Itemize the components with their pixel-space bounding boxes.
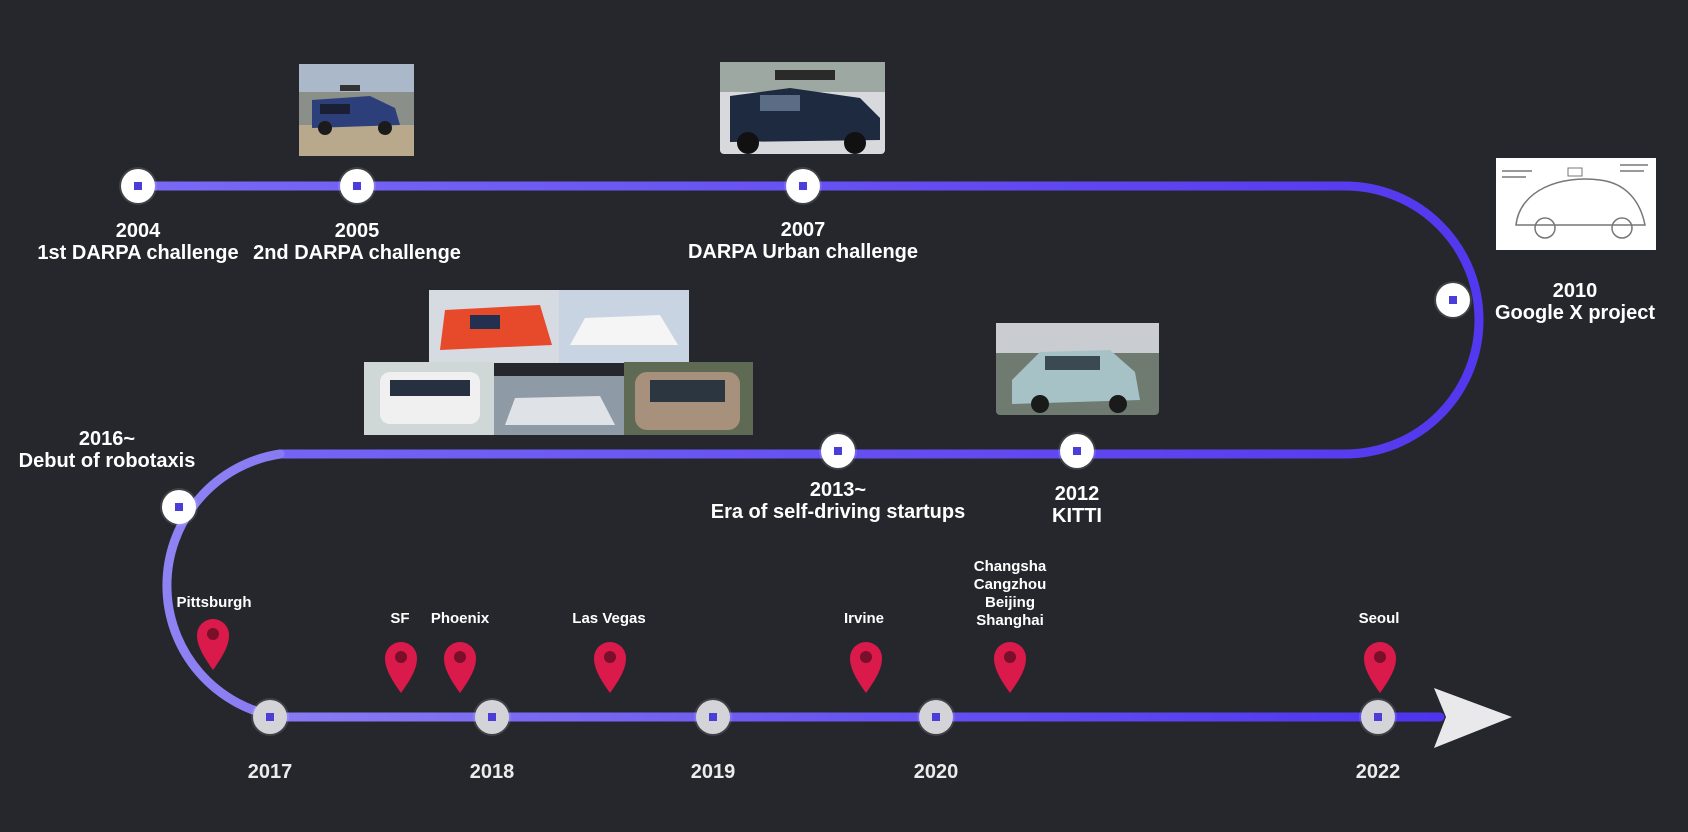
milestone-2007: 2007 DARPA Urban challenge: [688, 219, 918, 263]
milestone-2005: 2005 2nd DARPA challenge: [253, 220, 461, 264]
milestone-year: 2013~: [809, 479, 867, 501]
milestone-year: 2007: [780, 219, 826, 241]
darpa-2005-vehicle-image: [299, 64, 414, 156]
city-las-vegas: Las Vegas: [572, 610, 646, 627]
robotaxi-collage-image: [364, 290, 753, 435]
node-2018: [475, 700, 509, 734]
milestone-year: 2016~: [78, 428, 136, 450]
node-2005: [340, 169, 374, 203]
year-2018: 2018: [469, 761, 515, 783]
milestone-text: 2nd DARPA challenge: [253, 242, 461, 264]
pin-phoenix-icon: [444, 642, 476, 693]
node-2010: [1436, 283, 1470, 317]
milestone-year: 2010: [1552, 280, 1598, 302]
milestone-year: 2012: [1054, 483, 1100, 505]
milestone-2004: 2004 1st DARPA challenge: [37, 220, 238, 264]
city-seoul: Seoul: [1358, 610, 1400, 627]
city-sf: SF: [390, 610, 410, 627]
milestone-text: Era of self-driving startups: [710, 501, 966, 523]
node-2022: [1361, 700, 1395, 734]
arrow-head-icon: [1434, 688, 1512, 748]
pin-pittsburgh-icon: [197, 619, 229, 670]
node-2013: [821, 434, 855, 468]
milestone-2010: 2010 Google X project: [1495, 280, 1655, 324]
node-2019: [696, 700, 730, 734]
year-2017: 2017: [247, 761, 293, 783]
node-2007: [786, 169, 820, 203]
city-pins: [197, 619, 1396, 693]
year-2020: 2020: [913, 761, 959, 783]
milestone-text: Debut of robotaxis: [18, 450, 196, 472]
year-2022: 2022: [1355, 761, 1401, 783]
timeline-track-bottom: [162, 449, 1445, 722]
pin-irvine-icon: [850, 642, 882, 693]
milestone-year: 2005: [334, 220, 380, 242]
kitti-vehicle-image: [996, 323, 1159, 415]
city-phoenix: Phoenix: [430, 610, 490, 627]
milestone-text: KITTI: [1052, 505, 1102, 527]
pin-las-vegas-icon: [594, 642, 626, 693]
node-2012: [1060, 434, 1094, 468]
milestone-text: DARPA Urban challenge: [687, 241, 919, 263]
google-car-sketch-image: [1496, 158, 1656, 250]
node-2017: [253, 700, 287, 734]
milestone-2012: 2012 KITTI: [1052, 483, 1102, 527]
city-pittsburgh: Pittsburgh: [176, 594, 252, 611]
pin-seoul-icon: [1364, 642, 1396, 693]
node-2004: [121, 169, 155, 203]
city-irvine: Irvine: [843, 610, 885, 627]
milestone-text: Google X project: [1494, 302, 1656, 324]
year-2019: 2019: [690, 761, 736, 783]
darpa-2007-vehicle-image: [720, 62, 885, 154]
node-2016: [162, 490, 196, 524]
pin-sf-icon: [385, 642, 417, 693]
milestone-2013: 2013~ Era of self-driving startups: [711, 479, 966, 523]
node-2020: [919, 700, 953, 734]
city-china-cities: Changsha Cangzhou Beijing Shanghai: [973, 558, 1047, 629]
timeline-track-top: [125, 181, 1484, 459]
milestone-year: 2004: [115, 220, 161, 242]
pin-china-cities-icon: [994, 642, 1026, 693]
milestone-2016: 2016~ Debut of robotaxis: [19, 428, 196, 472]
milestone-text: 1st DARPA challenge: [37, 242, 239, 264]
